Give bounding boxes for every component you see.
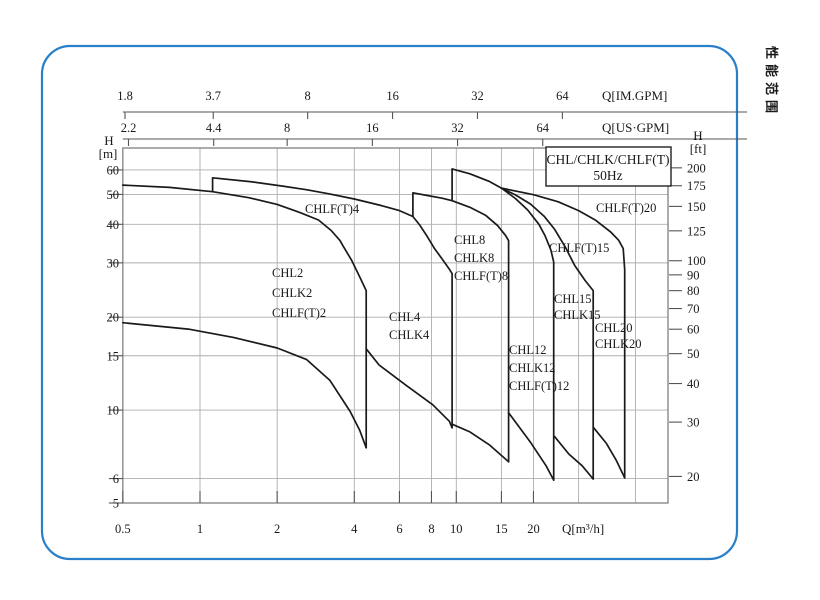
us-gpm-tick-label: 64 bbox=[536, 121, 549, 135]
right-axis-tick-label: 20 bbox=[687, 470, 700, 484]
left-axis-tick-label: 15 bbox=[107, 349, 120, 363]
right-axis-unit: [ft] bbox=[690, 141, 707, 156]
left-axis-unit: [m] bbox=[99, 146, 118, 161]
right-axis-tick-label: 150 bbox=[687, 200, 706, 214]
title-box-border bbox=[545, 146, 672, 187]
curve-lower-CHL8/CHLK8/CHLF(T)8 bbox=[451, 423, 510, 463]
bottom-axis-tick-label: 0.5 bbox=[115, 522, 131, 536]
curve-lower-CHL4/CHLK4 bbox=[365, 347, 453, 429]
us-gpm-tick-label: 8 bbox=[284, 121, 290, 135]
bottom-axis-unit: Q[m³/h] bbox=[562, 521, 604, 536]
axes-layer: 1.8 3.7 8 16 32 64 2.2 4.4 8 16 32 64 0.5 1 2 4 6 8 10 15 20… bbox=[107, 89, 747, 536]
us-gpm-tick-label: 16 bbox=[366, 121, 379, 135]
right-axis-tick-label: 60 bbox=[687, 323, 700, 337]
curve-label: CHLK2 bbox=[272, 286, 312, 300]
curve-label: CHLF(T)12 bbox=[509, 379, 569, 393]
us-gpm-axis-unit: Q[US·GPM] bbox=[602, 120, 669, 135]
curve-label: CHLK8 bbox=[454, 251, 494, 265]
bottom-axis-tick-label: 4 bbox=[351, 522, 358, 536]
curve-label: CHL15 bbox=[554, 292, 592, 306]
im-gpm-axis-unit: Q[IM.GPM] bbox=[602, 88, 667, 103]
curve-lower-CHL20/CHLK20/CHLF(T)20 bbox=[592, 426, 626, 479]
curve-outline-CHL4/CHLK4 bbox=[211, 176, 453, 429]
right-axis-tick-label: 40 bbox=[687, 377, 700, 391]
bottom-axis-tick-label: 20 bbox=[527, 522, 540, 536]
right-axis-tick-label: 80 bbox=[687, 284, 700, 298]
curve-outline-CHL2/CHLK2/CHLF(T)2 bbox=[121, 184, 368, 449]
us-gpm-tick-label: 32 bbox=[451, 121, 464, 135]
curve-labels-layer: CHLF(T)4 CHL2 CHLK2 CHLF(T)2 CHL4 CHLK4 CHL8 CH… bbox=[272, 201, 656, 393]
right-axis-tick-label: 100 bbox=[687, 254, 706, 268]
left-axis-tick-label: 20 bbox=[107, 311, 120, 325]
bottom-axis-tick-label: 15 bbox=[495, 522, 508, 536]
left-axis-symbol: H bbox=[104, 133, 113, 148]
left-axis-tick-label: 60 bbox=[107, 163, 120, 177]
curve-label: CHL8 bbox=[454, 233, 485, 247]
us-gpm-tick-label: 2.2 bbox=[121, 121, 137, 135]
right-axis-tick-label: 125 bbox=[687, 224, 706, 238]
curve-lower-CHL2/CHLK2/CHLF(T)2 bbox=[121, 321, 368, 449]
left-axis-tick-label: 40 bbox=[107, 218, 120, 232]
side-vertical-text: 性能范围 bbox=[763, 46, 779, 118]
curve-label: CHLF(T)4 bbox=[305, 202, 360, 216]
right-axis-symbol: H bbox=[693, 128, 702, 143]
right-axis-tick-label: 70 bbox=[687, 302, 700, 316]
curve-label: CHLF(T)15 bbox=[549, 241, 609, 255]
curve-lower-CHL12/CHLK12/CHLF(T)12 bbox=[507, 411, 555, 481]
curve-label: CHLF(T)2 bbox=[272, 306, 326, 320]
left-axis-tick-label: 30 bbox=[107, 256, 120, 270]
right-axis-tick-label: 50 bbox=[687, 347, 700, 361]
title-line-1: CHL/CHLK/CHLF(T) bbox=[547, 152, 670, 167]
curve-label: CHLK12 bbox=[509, 361, 556, 375]
im-gpm-tick-label: 8 bbox=[305, 89, 311, 103]
rounded-border-frame bbox=[40, 44, 739, 561]
curve-outline-CHL8/CHLK8/CHLF(T)8 bbox=[412, 191, 510, 463]
left-axis-tick-label: 6 bbox=[113, 472, 119, 486]
grid-layer bbox=[122, 147, 669, 504]
bottom-axis-tick-label: 6 bbox=[396, 522, 402, 536]
right-axis-tick-label: 200 bbox=[687, 161, 706, 175]
curves-layer bbox=[121, 168, 626, 481]
chart-title-box: CHL/CHLK/CHLF(T) 50Hz bbox=[545, 146, 672, 187]
curve-label: CHL2 bbox=[272, 266, 303, 280]
im-gpm-tick-label: 1.8 bbox=[117, 89, 133, 103]
left-axis-tick-label: 10 bbox=[107, 404, 120, 418]
im-gpm-tick-label: 16 bbox=[386, 89, 399, 103]
im-gpm-tick-label: 3.7 bbox=[205, 89, 221, 103]
right-axis-tick-label: 175 bbox=[687, 179, 706, 193]
im-gpm-tick-label: 64 bbox=[556, 89, 569, 103]
curve-outline-CHL20/CHLK20/CHLF(T)20 bbox=[500, 187, 626, 479]
bottom-axis-tick-label: 8 bbox=[428, 522, 434, 536]
curve-outline-CHL12/CHLK12/CHLF(T)12 bbox=[451, 168, 555, 481]
curve-label: CHLK15 bbox=[554, 308, 601, 322]
right-axis-tick-label: 30 bbox=[687, 416, 700, 430]
im-gpm-tick-label: 32 bbox=[471, 89, 484, 103]
curve-label: CHL4 bbox=[389, 310, 421, 324]
bottom-axis-tick-label: 1 bbox=[197, 522, 203, 536]
curve-label: CHLK20 bbox=[595, 337, 642, 351]
curve-lower-CHL15/CHLK15/CHLF(T)15 bbox=[553, 435, 595, 480]
us-gpm-tick-label: 4.4 bbox=[206, 121, 222, 135]
right-axis-tick-label: 90 bbox=[687, 268, 700, 282]
bottom-axis-tick-label: 2 bbox=[274, 522, 280, 536]
curve-label: CHL12 bbox=[509, 343, 547, 357]
left-axis-tick-label: 50 bbox=[107, 188, 120, 202]
bottom-axis-tick-label: 10 bbox=[450, 522, 463, 536]
curve-label: CHLF(T)8 bbox=[454, 269, 508, 283]
title-line-2: 50Hz bbox=[593, 168, 622, 183]
curve-outline-CHL15/CHLK15/CHLF(T)15 bbox=[500, 187, 595, 480]
curve-label: CHLK4 bbox=[389, 328, 430, 342]
left-axis-tick-label: 5 bbox=[113, 497, 119, 511]
curve-label: CHL20 bbox=[595, 321, 633, 335]
curve-label: CHLF(T)20 bbox=[596, 201, 656, 215]
plot-border bbox=[122, 147, 669, 504]
